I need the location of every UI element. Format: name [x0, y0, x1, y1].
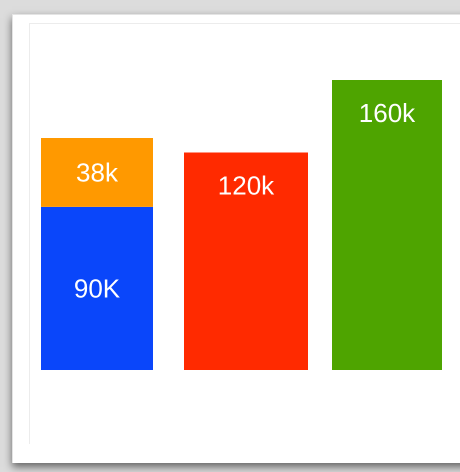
bar-3-segment-1: [332, 80, 442, 370]
bar-1-segment-1: [41, 206, 153, 370]
bar-1-segment-2: [41, 138, 153, 207]
bar-1-segment-2-label: 38k: [76, 157, 119, 187]
bar-2-segment-1-label: 120k: [218, 171, 275, 201]
bar-2-segment-1: [184, 152, 308, 370]
bar-3-segment-1-label: 160k: [359, 98, 416, 128]
bar-1-segment-1-label: 90K: [74, 273, 121, 303]
